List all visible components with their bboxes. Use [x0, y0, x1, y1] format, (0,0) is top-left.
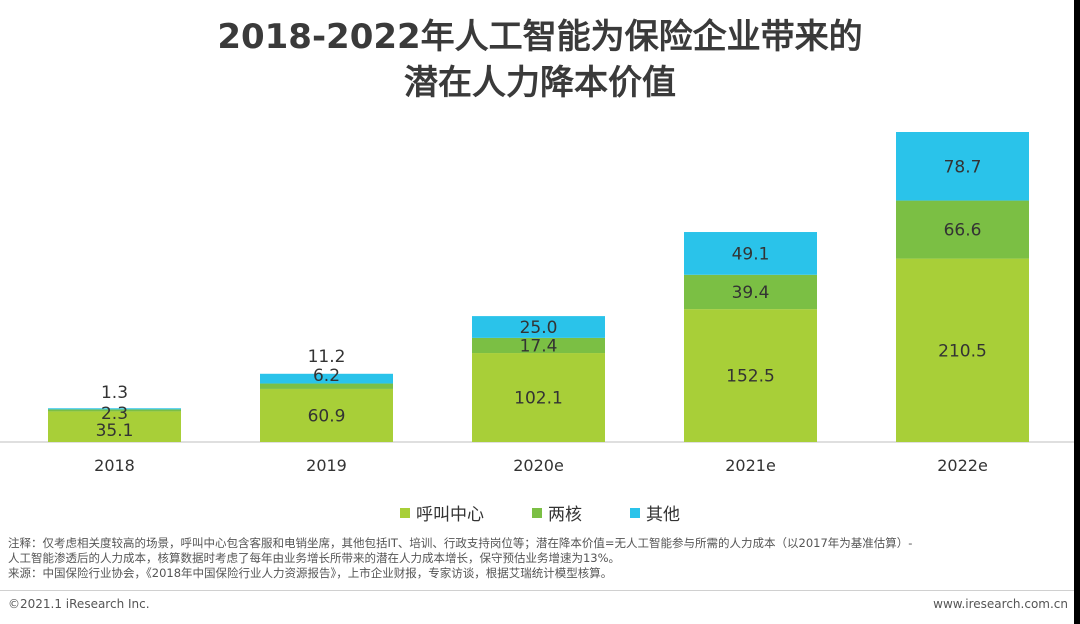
data-label-other-2021e: 49.1	[732, 244, 770, 264]
data-label-underwriting-claims-2020e: 17.4	[520, 336, 558, 356]
data-label-other-2019: 11.2	[308, 347, 346, 367]
legend: 呼叫中心 两核 其他	[0, 500, 1080, 525]
bar-underwriting-claims-2019	[260, 383, 393, 389]
chart-title: 2018-2022年人工智能为保险企业带来的 潜在人力降本价值	[0, 14, 1080, 106]
data-label-call-center-2018: 35.1	[96, 421, 134, 441]
bar-underwriting-claims-2018	[48, 409, 181, 412]
data-label-other-2018: 1.3	[101, 383, 128, 403]
bar-call-center-2021e	[684, 309, 817, 442]
legend-label-call-center: 呼叫中心	[416, 505, 484, 525]
bar-other-2022e	[896, 132, 1029, 201]
note-line-2: 人工智能渗透后的人力成本，核算数据时考虑了每年由业务增长所带来的潜在人力成本增长…	[8, 551, 621, 565]
bar-call-center-2019	[260, 388, 393, 442]
data-label-underwriting-claims-2021e: 39.4	[732, 283, 770, 303]
chart-title-line-2: 潜在人力降本价值	[404, 63, 676, 103]
x-tick-label-2019: 2019	[306, 456, 347, 475]
legend-swatch-call-center	[400, 507, 410, 518]
bar-underwriting-claims-2022e	[896, 200, 1029, 259]
chart-title-line-1: 2018-2022年人工智能为保险企业带来的	[217, 17, 863, 57]
data-label-underwriting-claims-2019: 6.2	[313, 366, 340, 386]
bar-call-center-2022e	[896, 258, 1029, 442]
bar-other-2021e	[684, 232, 817, 275]
data-label-other-2022e: 78.7	[944, 157, 982, 177]
data-label-call-center-2019: 60.9	[308, 406, 346, 426]
data-label-underwriting-claims-2022e: 66.6	[944, 221, 982, 241]
legend-label-other: 其他	[646, 505, 680, 525]
legend-item-underwriting-claims: 两核	[532, 500, 582, 525]
bar-other-2019	[260, 373, 393, 384]
x-tick-label-2022e: 2022e	[937, 456, 988, 475]
data-label-other-2020e: 25.0	[520, 318, 558, 338]
data-label-underwriting-claims-2018: 2.3	[101, 404, 128, 424]
bar-other-2018	[48, 408, 181, 410]
bar-call-center-2018	[48, 411, 181, 442]
stacked-bar-chart: 35.12.31.3 2018 60.9 6.211.2 2019 102.1 17.425…	[0, 132, 1080, 475]
bar-call-center-2020e	[472, 353, 605, 442]
data-label-call-center-2022e: 210.5	[938, 341, 987, 361]
notes: 注释：仅考虑相关度较高的场景，呼叫中心包含客服和电销坐席，其他包括IT、培训、行…	[8, 536, 1074, 581]
website-link[interactable]: www.iresearch.com.cn	[933, 597, 1068, 611]
bar-underwriting-claims-2021e	[684, 274, 817, 310]
legend-item-other: 其他	[630, 500, 680, 525]
x-tick-label-2021e: 2021e	[725, 456, 776, 475]
right-edge-border	[1074, 0, 1080, 624]
source-line: 来源：中国保险行业协会，《2018年中国保险行业人力资源报告》，上市企业财报，专…	[8, 566, 613, 580]
footer-divider	[0, 590, 1080, 591]
data-label-call-center-2021e: 152.5	[726, 367, 775, 387]
data-label-call-center-2020e: 102.1	[514, 389, 563, 409]
legend-item-call-center: 呼叫中心	[400, 500, 484, 525]
note-line-1: 注释：仅考虑相关度较高的场景，呼叫中心包含客服和电销坐席，其他包括IT、培训、行…	[8, 536, 913, 550]
bar-underwriting-claims-2020e	[472, 337, 605, 354]
copyright: ©2021.1 iResearch Inc.	[8, 597, 150, 611]
bar-other-2020e	[472, 316, 605, 338]
legend-swatch-underwriting-claims	[532, 507, 542, 518]
legend-label-underwriting-claims: 两核	[548, 505, 582, 525]
x-tick-label-2018: 2018	[94, 456, 135, 475]
x-tick-label-2020e: 2020e	[513, 456, 564, 475]
legend-swatch-other	[630, 507, 640, 518]
